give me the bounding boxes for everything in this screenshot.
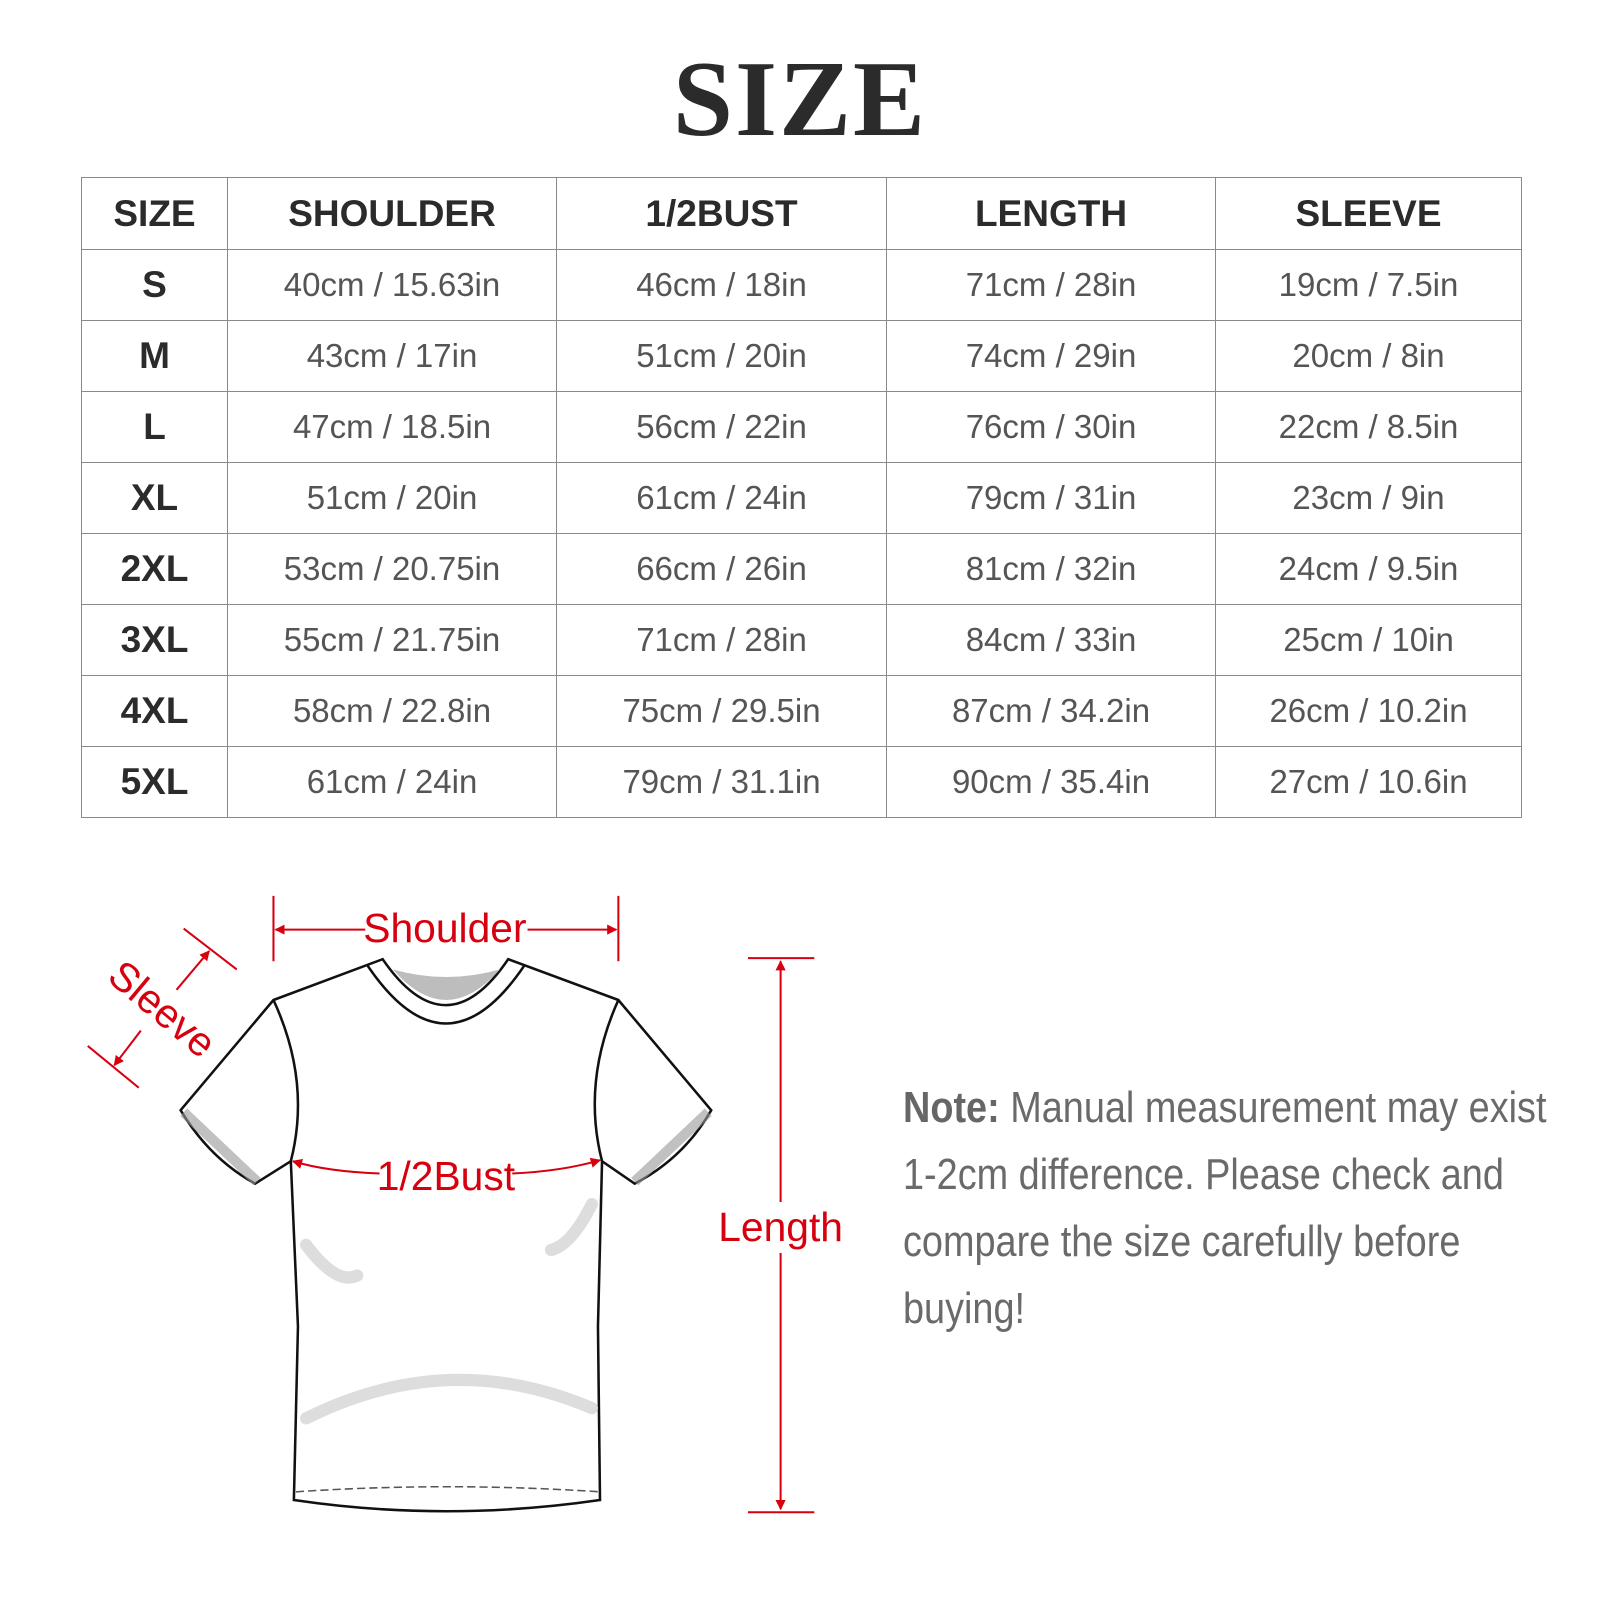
cell-length: 84cm / 33in (886, 604, 1216, 676)
cell-shoulder: 61cm / 24in (227, 746, 557, 818)
cell-size: 5XL (81, 746, 228, 818)
cell-sleeve: 22cm / 8.5in (1215, 391, 1522, 463)
shoulder-measure: Shoulder (272, 895, 620, 962)
cell-bust: 46cm / 18in (556, 249, 887, 321)
cell-length: 76cm / 30in (886, 391, 1216, 463)
header-sleeve: SLEEVE (1215, 177, 1522, 250)
note-label: Note: (903, 1083, 1000, 1132)
cell-bust: 61cm / 24in (556, 462, 887, 534)
cell-length: 81cm / 32in (886, 533, 1216, 605)
tshirt-illustration (179, 957, 713, 1513)
header-bust: 1/2BUST (556, 177, 887, 250)
cell-length: 74cm / 29in (886, 320, 1216, 392)
table-row: S 40cm / 15.63in 46cm / 18in 71cm / 28in 19c… (81, 249, 1522, 321)
cell-shoulder: 51cm / 20in (227, 462, 557, 534)
cell-size: 4XL (81, 675, 228, 747)
cell-bust: 56cm / 22in (556, 391, 887, 463)
table-row: 5XL 61cm / 24in 79cm / 31.1in 90cm / 35.4in… (81, 746, 1522, 818)
cell-size: XL (81, 462, 228, 534)
cell-sleeve: 23cm / 9in (1215, 462, 1522, 534)
shoulder-label: Shoulder (363, 905, 526, 951)
header-size: SIZE (81, 177, 228, 250)
table-row: M 43cm / 17in 51cm / 20in 74cm / 29in 20cm /… (81, 320, 1522, 392)
table-row: L 47cm / 18.5in 56cm / 22in 76cm / 30in 22cm… (81, 391, 1522, 463)
cell-sleeve: 26cm / 10.2in (1215, 675, 1522, 747)
cell-bust: 79cm / 31.1in (556, 746, 887, 818)
sleeve-label: Sleeve (100, 951, 225, 1066)
table-row: XL 51cm / 20in 61cm / 24in 79cm / 31in 23cm … (81, 462, 1522, 534)
cell-sleeve: 24cm / 9.5in (1215, 533, 1522, 605)
cell-sleeve: 27cm / 10.6in (1215, 746, 1522, 818)
table-row: 3XL 55cm / 21.75in 71cm / 28in 84cm / 33in 2… (81, 604, 1522, 676)
page-title: SIZE (672, 40, 928, 159)
bust-measure: 1/2Bust (291, 1153, 601, 1199)
cell-shoulder: 43cm / 17in (227, 320, 557, 392)
cell-size: L (81, 391, 228, 463)
cell-shoulder: 55cm / 21.75in (227, 604, 557, 676)
sleeve-measure: Sleeve (87, 927, 238, 1089)
cell-shoulder: 53cm / 20.75in (227, 533, 557, 605)
cell-size: 3XL (81, 604, 228, 676)
cell-sleeve: 20cm / 8in (1215, 320, 1522, 392)
cell-size: M (81, 320, 228, 392)
length-measure: Length (718, 957, 843, 1514)
bust-label: 1/2Bust (377, 1153, 516, 1199)
cell-shoulder: 58cm / 22.8in (227, 675, 557, 747)
cell-length: 90cm / 35.4in (886, 746, 1216, 818)
cell-size: S (81, 249, 228, 321)
table-header-row: SIZE SHOULDER 1/2BUST LENGTH SLEEVE (81, 177, 1522, 250)
cell-length: 71cm / 28in (886, 249, 1216, 321)
size-table: SIZE SHOULDER 1/2BUST LENGTH SLEEVE S 40c… (81, 177, 1522, 818)
length-label: Length (718, 1204, 843, 1250)
header-length: LENGTH (886, 177, 1216, 250)
cell-bust: 75cm / 29.5in (556, 675, 887, 747)
cell-bust: 71cm / 28in (556, 604, 887, 676)
cell-sleeve: 25cm / 10in (1215, 604, 1522, 676)
cell-shoulder: 40cm / 15.63in (227, 249, 557, 321)
note: Note: Manual measurement may exist 1-2cm… (903, 1074, 1557, 1342)
table-row: 4XL 58cm / 22.8in 75cm / 29.5in 87cm / 34.2… (81, 675, 1522, 747)
note-text: Manual measurement may exist 1-2cm diffe… (903, 1083, 1547, 1333)
cell-sleeve: 19cm / 7.5in (1215, 249, 1522, 321)
cell-bust: 66cm / 26in (556, 533, 887, 605)
table-row: 2XL 53cm / 20.75in 66cm / 26in 81cm / 32in 2… (81, 533, 1522, 605)
